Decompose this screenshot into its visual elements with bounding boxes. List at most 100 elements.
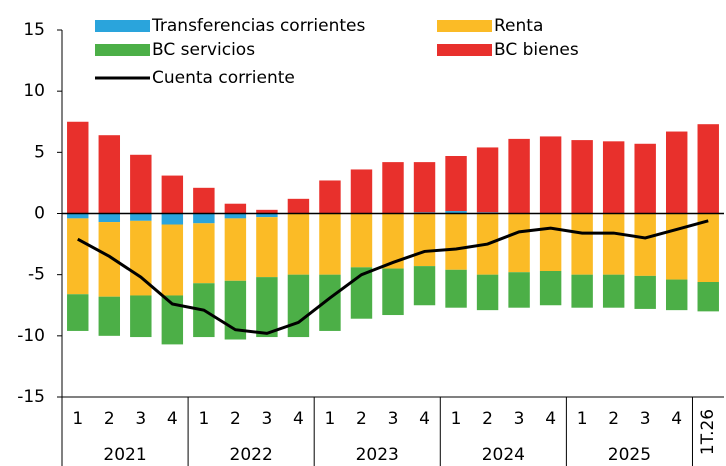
bar-segment bbox=[665, 279, 688, 311]
x-tick-label: 3 bbox=[514, 409, 525, 429]
bar-segment bbox=[634, 275, 656, 309]
bar-segment bbox=[130, 220, 152, 296]
x-tick-label: 4 bbox=[545, 409, 556, 429]
bar-segment bbox=[634, 143, 656, 214]
bar-segment bbox=[602, 141, 625, 214]
bar-segment bbox=[382, 162, 404, 214]
x-tick-label: 3 bbox=[388, 409, 399, 429]
bar-segment bbox=[287, 198, 310, 214]
bar-segment bbox=[539, 136, 562, 214]
legend-label: Transferencias corrientes bbox=[151, 16, 365, 36]
bar-segment bbox=[98, 135, 121, 214]
bar-segment bbox=[67, 121, 89, 214]
bar-segment bbox=[287, 274, 310, 338]
y-tick-label: -5 bbox=[28, 265, 45, 285]
x-tick-label: 1 bbox=[72, 409, 83, 429]
bar-segment bbox=[130, 295, 152, 338]
x-tick-label: 3 bbox=[640, 409, 651, 429]
y-tick-label: 10 bbox=[23, 81, 45, 101]
bar-segment bbox=[193, 213, 215, 224]
bar-segment bbox=[602, 213, 625, 275]
legend-label: Cuenta corriente bbox=[152, 68, 295, 88]
bar-segment bbox=[161, 295, 184, 345]
bar-segment bbox=[445, 213, 467, 270]
bar-segment bbox=[161, 175, 184, 214]
bar-segment bbox=[445, 211, 467, 214]
bar-segment bbox=[476, 274, 499, 311]
x-tick-label: 2 bbox=[356, 409, 367, 429]
bar-segment bbox=[256, 217, 278, 278]
bar-segment bbox=[634, 213, 656, 276]
bar-segment bbox=[319, 180, 341, 214]
bar-segment bbox=[67, 218, 89, 295]
bar-segment bbox=[224, 218, 247, 281]
bar-segment bbox=[539, 270, 562, 306]
bar-segment bbox=[697, 282, 719, 312]
x-tick-label: 2 bbox=[104, 409, 115, 429]
x-tick-label: 2 bbox=[230, 409, 241, 429]
bar-segment bbox=[256, 213, 278, 218]
year-label: 2021 bbox=[103, 445, 146, 465]
bar-segment bbox=[287, 213, 310, 275]
bar-segment bbox=[413, 162, 436, 213]
bar-segment bbox=[508, 138, 530, 214]
bar-segment bbox=[508, 272, 530, 308]
bar-segment bbox=[256, 209, 278, 214]
bar-segment bbox=[130, 213, 152, 221]
y-tick-label: -10 bbox=[17, 326, 45, 346]
bar-segment bbox=[224, 203, 247, 214]
x-tick-label: 1 bbox=[198, 409, 209, 429]
bar-segment bbox=[161, 224, 184, 296]
bar-segment bbox=[67, 294, 89, 331]
x-tick-label: 4 bbox=[419, 409, 430, 429]
bar-segment bbox=[193, 187, 215, 214]
x-tick-label: 4 bbox=[293, 409, 304, 429]
year-label: 2024 bbox=[482, 445, 525, 465]
bar-segment bbox=[697, 213, 719, 283]
y-tick-label: 0 bbox=[34, 204, 45, 224]
x-tick-label: 3 bbox=[261, 409, 272, 429]
legend-swatch bbox=[95, 44, 150, 56]
bar-segment bbox=[130, 154, 152, 214]
bar-segment bbox=[508, 213, 530, 273]
bar-segment bbox=[413, 266, 436, 306]
x-tick-label: 4 bbox=[167, 409, 178, 429]
x-tick-label: 2 bbox=[608, 409, 619, 429]
bar-segment bbox=[350, 169, 373, 214]
bar-segment bbox=[67, 213, 89, 219]
y-tick-label: 5 bbox=[34, 142, 45, 162]
legend-swatch bbox=[95, 20, 150, 32]
bar-segment bbox=[98, 213, 121, 223]
x-tick-label: 1 bbox=[451, 409, 462, 429]
bar-segment bbox=[602, 274, 625, 308]
bar-segment bbox=[413, 213, 436, 267]
bar-segment bbox=[382, 268, 404, 316]
line bbox=[77, 219, 709, 335]
year-label: 2023 bbox=[356, 445, 399, 465]
y-tick-label: 15 bbox=[23, 20, 45, 40]
bar-segment bbox=[161, 213, 184, 225]
x-tick-label: 2 bbox=[482, 409, 493, 429]
bar-segment bbox=[445, 156, 467, 212]
bar-segment bbox=[98, 296, 121, 336]
legend-swatch bbox=[437, 44, 492, 56]
bar-segment bbox=[539, 213, 562, 271]
y-tick-label: -15 bbox=[17, 387, 45, 407]
year-label: 2025 bbox=[608, 445, 651, 465]
legend-swatch bbox=[437, 20, 492, 32]
bar-segment bbox=[224, 213, 247, 219]
x-tick-label: 3 bbox=[135, 409, 146, 429]
legend-label: BC bienes bbox=[494, 40, 579, 60]
legend-label: Renta bbox=[494, 16, 543, 36]
bar-segment bbox=[98, 222, 121, 297]
bar-segment bbox=[350, 213, 373, 268]
legend-label: BC servicios bbox=[152, 40, 255, 60]
bar-segment bbox=[665, 213, 688, 280]
bar-segment bbox=[319, 274, 341, 331]
bar-segment bbox=[571, 274, 593, 308]
bar-segment bbox=[256, 277, 278, 338]
bar-segment bbox=[571, 213, 593, 275]
year-label: 2022 bbox=[230, 445, 273, 465]
x-tick-label: 1T.26 bbox=[698, 409, 718, 455]
